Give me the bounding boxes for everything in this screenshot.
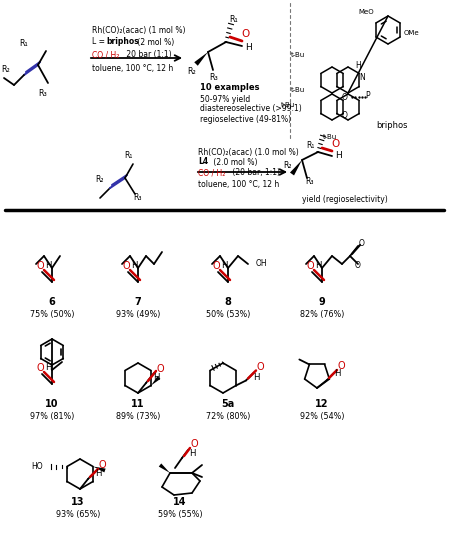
Text: CO / H₂: CO / H₂ bbox=[92, 51, 119, 59]
Text: H: H bbox=[253, 373, 259, 382]
Text: 72% (80%): 72% (80%) bbox=[206, 411, 250, 421]
Text: R₂: R₂ bbox=[2, 65, 10, 75]
Text: R₃: R₃ bbox=[306, 178, 314, 186]
Text: 10 examples: 10 examples bbox=[200, 83, 260, 93]
Polygon shape bbox=[159, 463, 170, 473]
Text: R₃: R₃ bbox=[210, 74, 218, 82]
Text: H: H bbox=[221, 262, 227, 270]
Text: O: O bbox=[306, 261, 314, 271]
Text: 93% (65%): 93% (65%) bbox=[56, 510, 100, 518]
Text: (2 mol %): (2 mol %) bbox=[135, 38, 174, 46]
Text: N: N bbox=[359, 72, 365, 82]
Text: O: O bbox=[337, 361, 345, 371]
Text: 75% (50%): 75% (50%) bbox=[30, 310, 74, 318]
Text: H: H bbox=[189, 450, 195, 458]
Text: H: H bbox=[45, 262, 51, 270]
Text: 93% (49%): 93% (49%) bbox=[116, 310, 160, 318]
Text: O: O bbox=[122, 261, 130, 271]
Polygon shape bbox=[151, 376, 160, 385]
Text: R₁: R₁ bbox=[306, 142, 314, 150]
Text: OH: OH bbox=[256, 259, 268, 269]
Text: H: H bbox=[335, 152, 341, 160]
Text: 7: 7 bbox=[135, 297, 141, 307]
Text: P: P bbox=[365, 90, 370, 100]
Polygon shape bbox=[93, 467, 106, 473]
Text: Rh(CO)₂(acac) (1.0 mol %): Rh(CO)₂(acac) (1.0 mol %) bbox=[198, 148, 299, 156]
Text: H: H bbox=[153, 372, 159, 381]
Text: CO / H₂: CO / H₂ bbox=[198, 168, 225, 178]
Text: R₂: R₂ bbox=[188, 68, 196, 76]
Text: (20 bar, 1:1): (20 bar, 1:1) bbox=[230, 168, 280, 178]
Text: 12: 12 bbox=[315, 399, 329, 409]
Text: R₂: R₂ bbox=[96, 175, 104, 185]
Text: H: H bbox=[315, 262, 321, 270]
Text: R₁: R₁ bbox=[229, 15, 238, 25]
Text: 59% (55%): 59% (55%) bbox=[158, 510, 202, 518]
Text: O: O bbox=[190, 439, 198, 449]
Text: 5a: 5a bbox=[221, 399, 235, 409]
Polygon shape bbox=[290, 160, 302, 175]
Text: briphos: briphos bbox=[376, 120, 408, 130]
Text: OMe: OMe bbox=[404, 30, 420, 36]
Text: 92% (54%): 92% (54%) bbox=[300, 411, 344, 421]
Text: O: O bbox=[212, 261, 220, 271]
Text: 97% (81%): 97% (81%) bbox=[30, 411, 74, 421]
Text: O: O bbox=[256, 362, 264, 372]
Text: yield (regioselectivity): yield (regioselectivity) bbox=[302, 196, 388, 204]
Text: O: O bbox=[242, 29, 250, 39]
Text: R₁: R₁ bbox=[124, 152, 132, 160]
Text: 13: 13 bbox=[71, 497, 85, 507]
Text: regioselective (49-81%): regioselective (49-81%) bbox=[200, 114, 291, 124]
Text: 20 bar (1:1): 20 bar (1:1) bbox=[124, 51, 172, 59]
Text: t-Bu: t-Bu bbox=[281, 102, 295, 108]
Text: t-Bu: t-Bu bbox=[291, 87, 305, 93]
Text: 82% (76%): 82% (76%) bbox=[300, 310, 344, 318]
Polygon shape bbox=[194, 52, 208, 66]
Text: MeO: MeO bbox=[358, 9, 374, 15]
Text: (2.0 mol %): (2.0 mol %) bbox=[211, 158, 257, 167]
Text: toluene, 100 °C, 12 h: toluene, 100 °C, 12 h bbox=[92, 64, 173, 72]
Text: O: O bbox=[342, 111, 348, 119]
Text: 14: 14 bbox=[173, 497, 187, 507]
Text: H: H bbox=[355, 60, 361, 70]
Text: 8: 8 bbox=[224, 297, 231, 307]
Text: 50-97% yield: 50-97% yield bbox=[200, 94, 250, 104]
Text: O: O bbox=[36, 261, 44, 271]
Text: Rh(CO)₂(acac) (1 mol %): Rh(CO)₂(acac) (1 mol %) bbox=[92, 26, 185, 34]
Text: toluene, 100 °C, 12 h: toluene, 100 °C, 12 h bbox=[198, 179, 279, 189]
Text: R₃: R₃ bbox=[134, 193, 142, 203]
Text: L4: L4 bbox=[198, 158, 208, 167]
Text: H: H bbox=[45, 364, 51, 372]
Text: 6: 6 bbox=[48, 297, 55, 307]
Text: O: O bbox=[342, 93, 348, 101]
Text: R₂: R₂ bbox=[283, 160, 291, 169]
Text: O: O bbox=[98, 460, 106, 470]
Text: 9: 9 bbox=[319, 297, 326, 307]
Text: t-Bu: t-Bu bbox=[323, 134, 337, 140]
Text: 11: 11 bbox=[131, 399, 145, 409]
Text: O: O bbox=[156, 364, 164, 374]
Text: diastereoselective (>99:1): diastereoselective (>99:1) bbox=[200, 105, 302, 113]
Text: L =: L = bbox=[92, 38, 107, 46]
Text: R₃: R₃ bbox=[39, 88, 48, 98]
Text: H: H bbox=[334, 370, 340, 378]
Text: O: O bbox=[359, 239, 365, 249]
Text: O: O bbox=[332, 139, 340, 149]
Text: H: H bbox=[245, 43, 251, 51]
Text: briphos: briphos bbox=[106, 38, 139, 46]
Text: O: O bbox=[355, 262, 361, 270]
Text: H: H bbox=[131, 262, 137, 270]
Text: 10: 10 bbox=[45, 399, 59, 409]
Text: HO: HO bbox=[31, 462, 43, 471]
Text: O: O bbox=[36, 363, 44, 373]
Text: 50% (53%): 50% (53%) bbox=[206, 310, 250, 318]
Text: H: H bbox=[95, 469, 101, 477]
Text: t-Bu: t-Bu bbox=[291, 52, 305, 58]
Text: 89% (73%): 89% (73%) bbox=[116, 411, 160, 421]
Text: R₁: R₁ bbox=[20, 39, 28, 47]
